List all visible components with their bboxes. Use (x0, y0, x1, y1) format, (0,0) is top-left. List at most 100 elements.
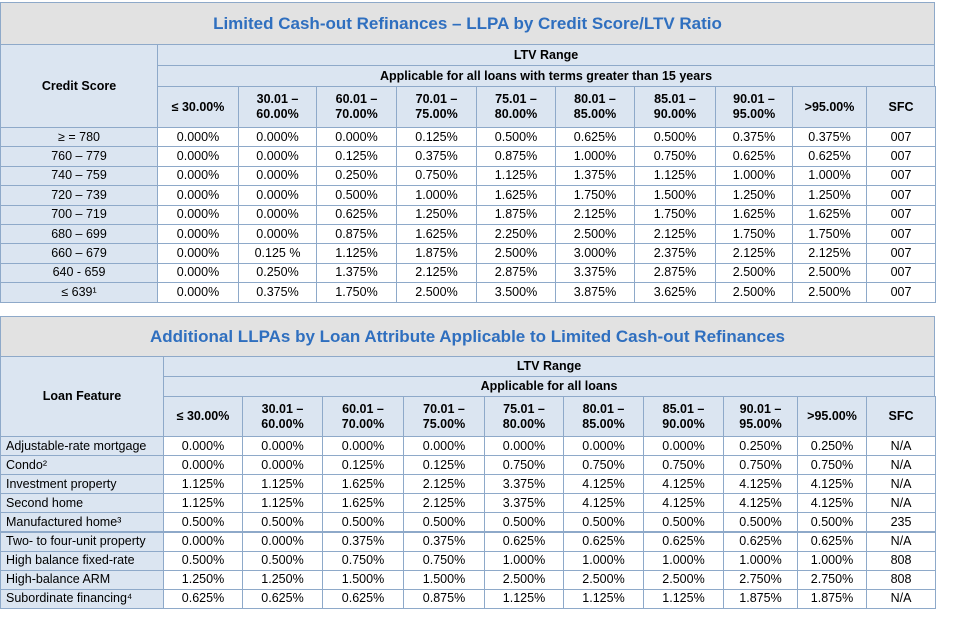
cell-value: 1.750% (555, 185, 635, 206)
cell-value: 2.125% (792, 243, 867, 264)
cell-value: 1.125% (316, 243, 397, 264)
cell-value: 808 (866, 550, 936, 571)
cell-value: 1.000% (484, 550, 564, 571)
cell-value: 3.500% (476, 282, 556, 303)
column-header-line: SFC (888, 99, 914, 114)
table-title: Additional LLPAs by Loan Attribute Appli… (0, 316, 935, 357)
cell-value: 1.500% (322, 569, 404, 590)
cell-value: 0.625% (242, 588, 323, 609)
cell-value: 0.000% (316, 127, 397, 148)
cell-value: 0.000% (238, 165, 317, 187)
cell-value: 0.625% (163, 588, 243, 609)
cell-value: 1.625% (792, 204, 867, 225)
column-header-line: 75.01 – (503, 401, 545, 416)
cell-value: 0.125% (403, 455, 485, 476)
row-label: 720 – 739 (0, 185, 158, 206)
row-label: 740 – 759 (0, 165, 158, 187)
cell-value: 0.250% (797, 436, 867, 457)
cell-value: 2.375% (634, 243, 716, 264)
cell-value: 0.625% (797, 531, 867, 552)
cell-value: 0.000% (157, 127, 239, 148)
cell-value: 235 (866, 512, 936, 533)
cell-value: N/A (866, 474, 936, 495)
cell-value: 0.000% (403, 436, 485, 457)
row-label: Two- to four-unit property (0, 531, 164, 552)
cell-value: 0.500% (476, 127, 556, 148)
cell-value: 0.500% (634, 127, 716, 148)
cell-value: 0.750% (484, 455, 564, 476)
column-header: ≤ 30.00% (157, 86, 239, 128)
cell-value: 2.125% (555, 204, 635, 225)
cell-value: 1.375% (316, 262, 397, 284)
cell-value: 3.625% (634, 282, 716, 303)
column-header: 60.01 –70.00% (316, 86, 397, 128)
cell-value: 1.875% (476, 204, 556, 225)
row-label: Subordinate financing⁴ (0, 588, 164, 609)
cell-value: 1.125% (634, 165, 716, 187)
cell-value: 0.750% (643, 455, 724, 476)
row-label: Manufactured home³ (0, 512, 164, 533)
cell-value: 808 (866, 569, 936, 590)
cell-value: 1.250% (242, 569, 323, 590)
cell-value: 4.125% (563, 493, 644, 514)
column-header-line: >95.00% (807, 409, 857, 423)
cell-value: N/A (866, 455, 936, 476)
cell-value: 4.125% (797, 474, 867, 495)
cell-value: 1.125% (242, 474, 323, 495)
cell-value: 007 (866, 165, 936, 187)
cell-value: 2.750% (723, 569, 798, 590)
row-label: Second home (0, 493, 164, 514)
column-header: 85.01 –90.00% (634, 86, 716, 128)
cell-value: 1.625% (322, 493, 404, 514)
cell-value: 1.625% (476, 185, 556, 206)
cell-value: 007 (866, 243, 936, 264)
cell-value: 2.125% (396, 262, 477, 284)
cell-value: 0.000% (157, 262, 239, 284)
cell-value: 0.250% (238, 262, 317, 284)
cell-value: 0.500% (403, 512, 485, 533)
cell-value: 1.250% (396, 204, 477, 225)
cell-value: 3.000% (555, 243, 635, 264)
column-header-line: 70.01 – (423, 401, 465, 416)
cell-value: 2.500% (484, 569, 564, 590)
column-header-line: ≤ 30.00% (176, 409, 230, 423)
cell-value: 4.125% (797, 493, 867, 514)
row-label: High-balance ARM (0, 569, 164, 590)
cell-value: 1.125% (163, 474, 243, 495)
cell-value: 0.000% (157, 204, 239, 225)
cell-value: 4.125% (643, 493, 724, 514)
cell-value: 0.000% (157, 282, 239, 303)
cell-value: 3.375% (555, 262, 635, 284)
column-header: 70.01 –75.00% (403, 396, 485, 437)
cell-value: 0.000% (163, 531, 243, 552)
cell-value: 1.625% (322, 474, 404, 495)
cell-value: 0.000% (242, 531, 323, 552)
column-header: ≤ 30.00% (163, 396, 243, 437)
row-label: Adjustable-rate mortgage (0, 436, 164, 457)
column-header: 90.01 –95.00% (715, 86, 793, 128)
column-header: 30.01 –60.00% (238, 86, 317, 128)
cell-value: 0.750% (797, 455, 867, 476)
column-header-line: 80.00% (502, 416, 546, 431)
subheader: Applicable for all loans (163, 376, 935, 397)
cell-value: 007 (866, 127, 936, 148)
row-label: 640 - 659 (0, 262, 158, 284)
cell-value: 0.750% (563, 455, 644, 476)
cell-value: 1.750% (634, 204, 716, 225)
column-header: 60.01 –70.00% (322, 396, 404, 437)
cell-value: 4.125% (563, 474, 644, 495)
column-header: 80.01 –85.00% (563, 396, 644, 437)
cell-value: 2.500% (715, 262, 793, 284)
cell-value: 3.375% (484, 474, 564, 495)
cell-value: 1.500% (403, 569, 485, 590)
cell-value: 1.000% (723, 550, 798, 571)
cell-value: 0.375% (322, 531, 404, 552)
column-header: 80.01 –85.00% (555, 86, 635, 128)
cell-value: 3.875% (555, 282, 635, 303)
cell-value: 0.000% (238, 127, 317, 148)
cell-value: 0.625% (555, 127, 635, 148)
cell-value: N/A (866, 531, 936, 552)
cell-value: 0.625% (723, 531, 798, 552)
row-label: Investment property (0, 474, 164, 495)
cell-value: 0.875% (403, 588, 485, 609)
